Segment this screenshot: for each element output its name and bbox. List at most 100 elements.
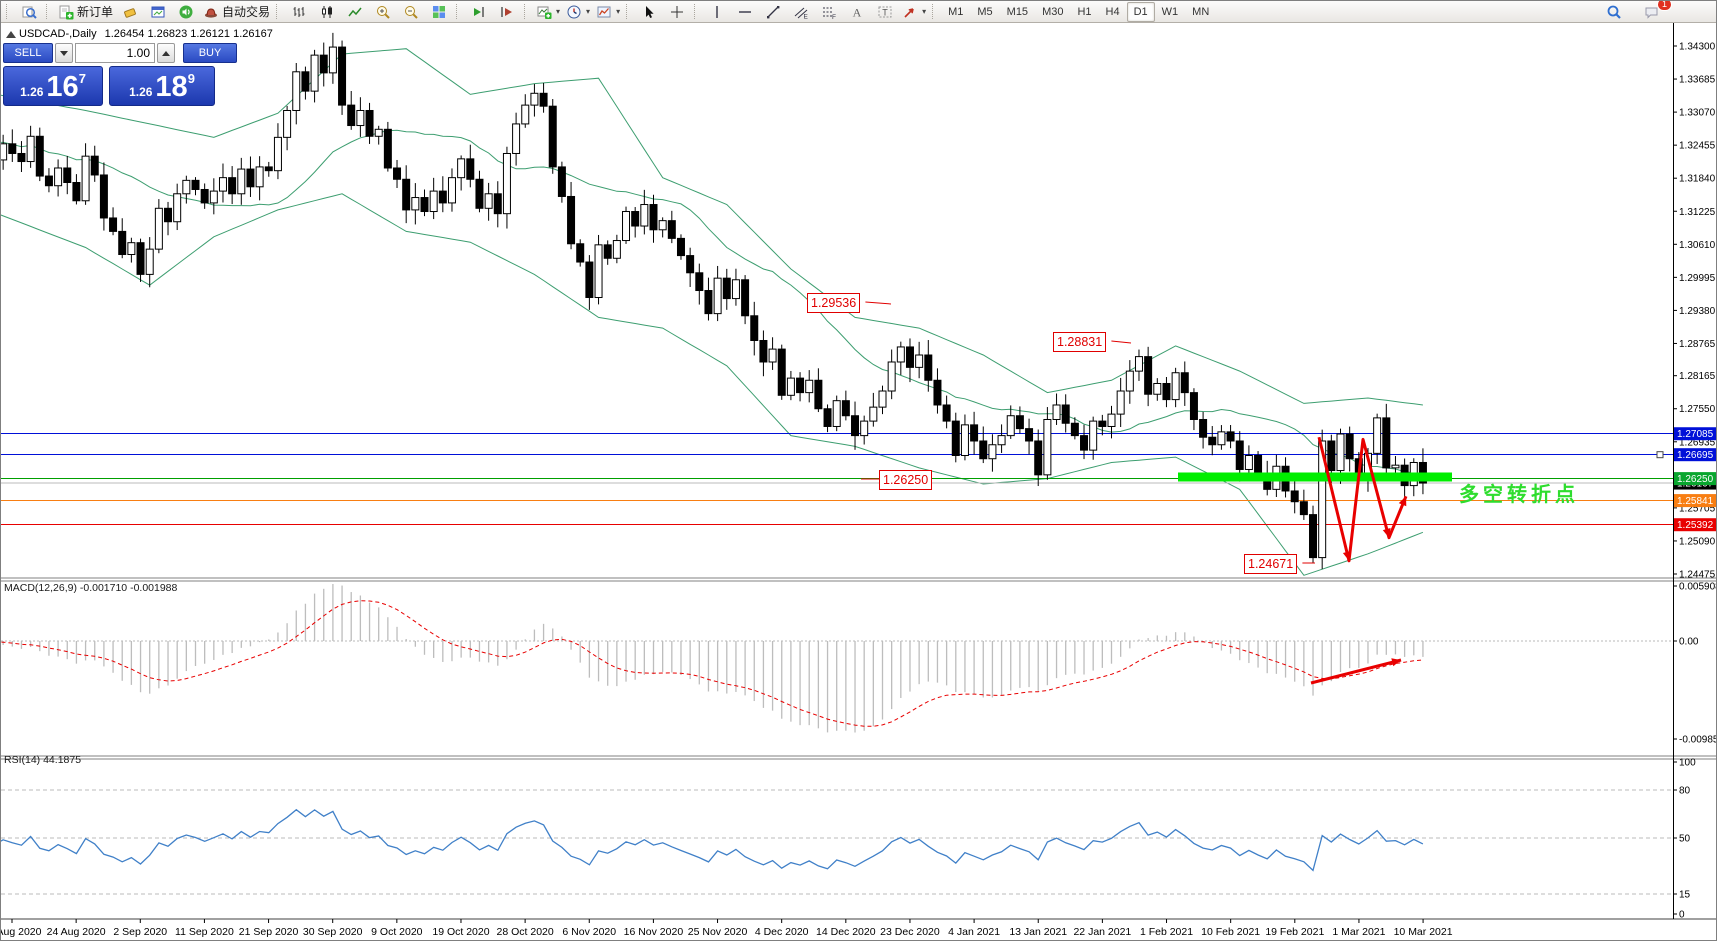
templates-button[interactable]: ▾	[593, 1, 623, 23]
line-chart-button[interactable]	[341, 1, 369, 23]
volume-input[interactable]	[75, 43, 155, 63]
periods-icon	[567, 5, 581, 18]
bar-chart-button[interactable]	[285, 1, 313, 23]
new-order-button[interactable]: 新订单	[55, 1, 116, 23]
zoom-in-button[interactable]	[369, 1, 397, 23]
arrows-button[interactable]: ▾	[899, 1, 929, 23]
timeframe-button-D1[interactable]: D1	[1126, 1, 1155, 22]
support-zone-highlight[interactable]	[1178, 472, 1452, 482]
pane-separators[interactable]	[1, 577, 1717, 920]
channel-button[interactable]: E	[787, 1, 815, 23]
notification-badge: 1	[1656, 1, 1672, 11]
timeframe-button-M5[interactable]: M5	[977, 5, 993, 18]
fibo-button[interactable]: F	[815, 1, 843, 23]
svg-text:100: 100	[1679, 758, 1696, 769]
eraser-button[interactable]	[116, 1, 144, 23]
zoom-in-icon	[377, 5, 390, 19]
chart-shift-button[interactable]	[493, 1, 521, 23]
candlesticks[interactable]	[1, 32, 1427, 570]
svg-text:1.29995: 1.29995	[1679, 273, 1716, 284]
sound-icon	[179, 5, 193, 18]
label-button[interactable]: T	[871, 1, 899, 23]
toolbar-button-label: 自动交易	[222, 5, 271, 19]
svg-text:-0.009851: -0.009851	[1679, 735, 1717, 746]
chevron-down-icon: ▾	[922, 7, 927, 16]
timeframe-button-MN[interactable]: MN	[1192, 5, 1210, 18]
svg-text:4 Jan 2021: 4 Jan 2021	[948, 926, 1000, 938]
tile-windows-button[interactable]	[425, 1, 453, 23]
sell-price-point: 7	[78, 71, 86, 86]
triangle-up-icon	[162, 50, 170, 56]
svg-text:1.34300: 1.34300	[1679, 42, 1716, 53]
vline-button[interactable]	[703, 1, 731, 23]
price-callout-label[interactable]: 1.24671	[1244, 554, 1298, 574]
buy-button[interactable]: BUY	[183, 43, 237, 63]
bollinger-bands[interactable]	[1, 48, 1424, 576]
timeframe-button-M15[interactable]: M15	[1006, 5, 1029, 18]
sell-price-base: 1.26	[20, 85, 44, 99]
chinese-annotation-text[interactable]: 多空转折点	[1459, 484, 1579, 506]
svg-text:T: T	[882, 7, 888, 17]
toolbar-grip	[6, 4, 11, 19]
svg-text:A: A	[853, 5, 862, 19]
periods-button[interactable]: ▾	[563, 1, 593, 23]
buy-price-pips: 18	[155, 71, 188, 103]
svg-text:1.32455: 1.32455	[1679, 141, 1716, 152]
trendline-button[interactable]	[759, 1, 787, 23]
sound-button[interactable]	[172, 1, 200, 23]
price-callout-label[interactable]: 1.26250	[879, 470, 933, 490]
price-chart-canvas[interactable]: 1.34300 1.33685 1.33070 1.32455 1.31840 1.312…	[1, 23, 1717, 941]
svg-text:1.26935: 1.26935	[1679, 437, 1716, 448]
chart-window-button[interactable]	[144, 1, 172, 23]
sell-button[interactable]: SELL	[3, 43, 53, 63]
svg-text:13 Jan 2021: 13 Jan 2021	[1009, 926, 1067, 938]
candlestick-button[interactable]	[313, 1, 341, 23]
auto-trading-button[interactable]: 自动交易	[200, 1, 273, 23]
svg-text:15: 15	[1679, 890, 1691, 901]
svg-text:0.005908: 0.005908	[1679, 582, 1717, 593]
macd-red-arrow-annotation[interactable]	[1310, 658, 1402, 685]
price-callout-label[interactable]: 1.29536	[807, 293, 861, 313]
hline-icon	[739, 10, 752, 13]
buy-price-base: 1.26	[129, 85, 153, 99]
arrows-icon	[904, 7, 914, 18]
svg-text:80: 80	[1679, 786, 1691, 797]
price-callout-label[interactable]: 1.28831	[1053, 332, 1107, 352]
sell-price-panel[interactable]: 1.26 16 7	[3, 66, 103, 106]
svg-text:1.25705: 1.25705	[1679, 503, 1716, 514]
text-button[interactable]: A	[843, 1, 871, 23]
auto-scroll-button[interactable]	[465, 1, 493, 23]
chart-area[interactable]: 1.34300 1.33685 1.33070 1.32455 1.31840 1.312…	[1, 23, 1717, 941]
svg-text:0.00: 0.00	[1679, 637, 1699, 648]
text-icon: A	[853, 5, 862, 19]
chart-window-icon	[151, 6, 165, 17]
svg-text:2 Sep 2020: 2 Sep 2020	[113, 926, 167, 938]
timeframe-button-H4[interactable]: H4	[1105, 5, 1120, 18]
timeframe-button-H1[interactable]: H1	[1077, 5, 1092, 18]
red-trend-annotation[interactable]	[1317, 436, 1408, 563]
search-button[interactable]	[1600, 1, 1628, 23]
volume-increase-button[interactable]	[157, 43, 175, 63]
svg-text:1.24475: 1.24475	[1679, 569, 1716, 580]
label-icon: T	[878, 6, 892, 17]
chart-search-button[interactable]	[15, 1, 43, 23]
svg-text:1.27085: 1.27085	[1677, 429, 1714, 440]
timeframe-button-W1[interactable]: W1	[1161, 5, 1179, 18]
svg-text:1.26250: 1.26250	[1677, 474, 1714, 485]
timeframe-button-M30[interactable]: M30	[1042, 5, 1064, 18]
buy-price-panel[interactable]: 1.26 18 9	[109, 66, 215, 106]
zoom-out-button[interactable]	[397, 1, 425, 23]
svg-text:0: 0	[1679, 910, 1685, 921]
chat-button[interactable]: 1	[1638, 1, 1672, 23]
timeframe-button-M1[interactable]: M1	[948, 5, 964, 18]
vline-icon	[716, 5, 718, 18]
svg-text:21 Sep 2020: 21 Sep 2020	[239, 926, 299, 938]
main-toolbar: 新订单 自动交易 ▾ ▾ ▾ E F A T ▾ M1 M5 M15 M30 H1 H4 D1 W1 MN 1	[1, 1, 1716, 23]
cursor-button[interactable]	[635, 1, 663, 23]
hline-button[interactable]	[731, 1, 759, 23]
indicators-button[interactable]: ▾	[533, 1, 563, 23]
crosshair-button[interactable]	[663, 1, 691, 23]
volume-decrease-button[interactable]	[55, 43, 73, 63]
one-click-panel-toggle-icon[interactable]	[6, 31, 16, 38]
